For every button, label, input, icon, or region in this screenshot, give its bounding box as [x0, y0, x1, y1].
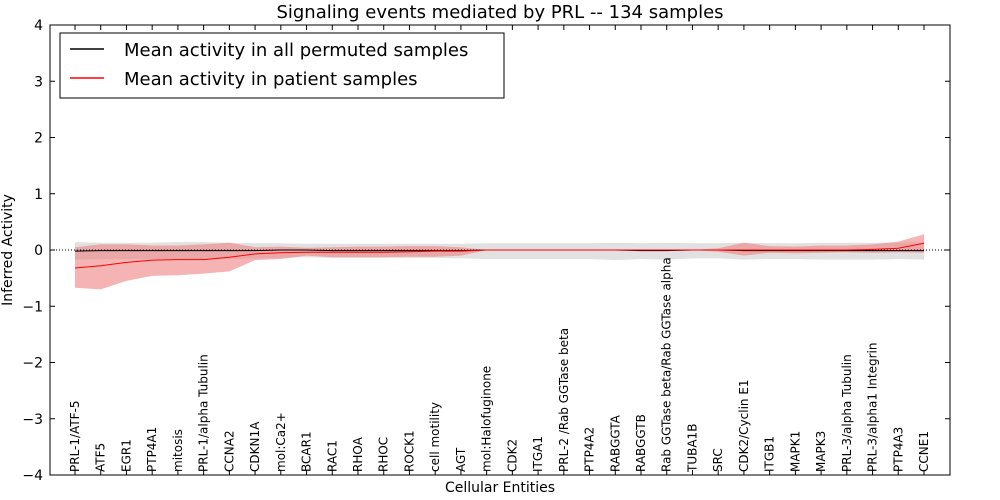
x-tick-label: PRL-1/alpha Tubulin	[197, 354, 211, 472]
x-tick-label: mitosis	[171, 429, 185, 472]
y-tick-label: −2	[22, 356, 43, 372]
y-axis: −4 −3 −2 −1 0 1 2 3 4	[22, 18, 950, 484]
x-axis-label: Cellular Entities	[445, 480, 555, 496]
x-tick-label: PRL-1/ATF-5	[68, 400, 82, 472]
x-tick-label: MAPK1	[788, 431, 802, 472]
x-tick-label: PTP4A2	[583, 427, 597, 472]
x-tick-label: PTP4A3	[891, 427, 905, 472]
x-tick-label: TUBA1B	[686, 424, 700, 473]
y-tick-label: −3	[22, 412, 43, 428]
legend-box	[59, 32, 505, 99]
x-tick-label: PTP4A1	[145, 427, 159, 472]
x-tick-label: mol:Ca2+	[274, 412, 288, 472]
x-tick-label: ITGB1	[763, 436, 777, 472]
y-tick-label: 4	[34, 18, 43, 34]
x-tick-label: CDK2	[505, 439, 519, 472]
legend: Mean activity in all permuted samples Me…	[59, 32, 505, 99]
x-tick-label: PRL-3/alpha1 Integrin	[866, 343, 880, 473]
y-tick-label: 1	[34, 187, 43, 203]
y-tick-label: −4	[22, 468, 43, 484]
x-tick-label: EGR1	[120, 439, 134, 472]
x-tick-label: RHOC	[377, 437, 391, 472]
legend-label-permuted: Mean activity in all permuted samples	[124, 40, 468, 61]
plot-area	[50, 234, 950, 290]
x-tick-label: RHOA	[351, 436, 365, 472]
x-tick-label: AGT	[454, 447, 468, 472]
legend-label-patient: Mean activity in patient samples	[124, 69, 418, 90]
x-tick-label: RAC1	[325, 440, 339, 472]
x-tick-label: PRL-2 /Rab GGTase beta	[557, 328, 571, 472]
x-tick-label: mol:Halofuginone	[480, 366, 494, 472]
patient-mean-line	[74, 242, 925, 269]
x-tick-label: RABGGTA	[608, 414, 622, 472]
x-tick-label: Rab GGTase beta/Rab GGTase alpha	[660, 257, 674, 472]
y-tick-label: 2	[34, 131, 43, 147]
x-tick-label: CDK2/Cyclin E1	[737, 379, 751, 472]
y-tick-label: 0	[34, 243, 43, 259]
x-tick-label: CCNE1	[917, 431, 931, 472]
x-tick-label: CDKN1A	[248, 421, 262, 472]
x-tick-label: ATF5	[94, 443, 108, 472]
x-tick-label: PRL-3/alpha Tubulin	[840, 354, 854, 472]
x-tick-label: RABGGTB	[634, 414, 648, 472]
x-tick-label: ROCK1	[403, 430, 417, 472]
x-tick-label: CCNA2	[222, 430, 236, 472]
chart-title: Signaling events mediated by PRL -- 134 …	[276, 2, 723, 23]
y-tick-label: −1	[22, 299, 43, 315]
x-axis: PRL-1/ATF-5 ATF5 EGR1 PTP4A1 mitosis PRL-1/al…	[68, 25, 931, 475]
x-tick-label: MAPK3	[814, 431, 828, 472]
x-tick-label: BCAR1	[300, 431, 314, 472]
y-axis-label: Inferred Activity	[0, 194, 16, 306]
x-tick-label: SRC	[711, 448, 725, 472]
patient-range-band	[75, 234, 924, 290]
x-tick-label: ITGA1	[531, 436, 545, 472]
y-tick-label: 3	[34, 74, 43, 90]
x-tick-label: cell motility	[428, 402, 442, 472]
